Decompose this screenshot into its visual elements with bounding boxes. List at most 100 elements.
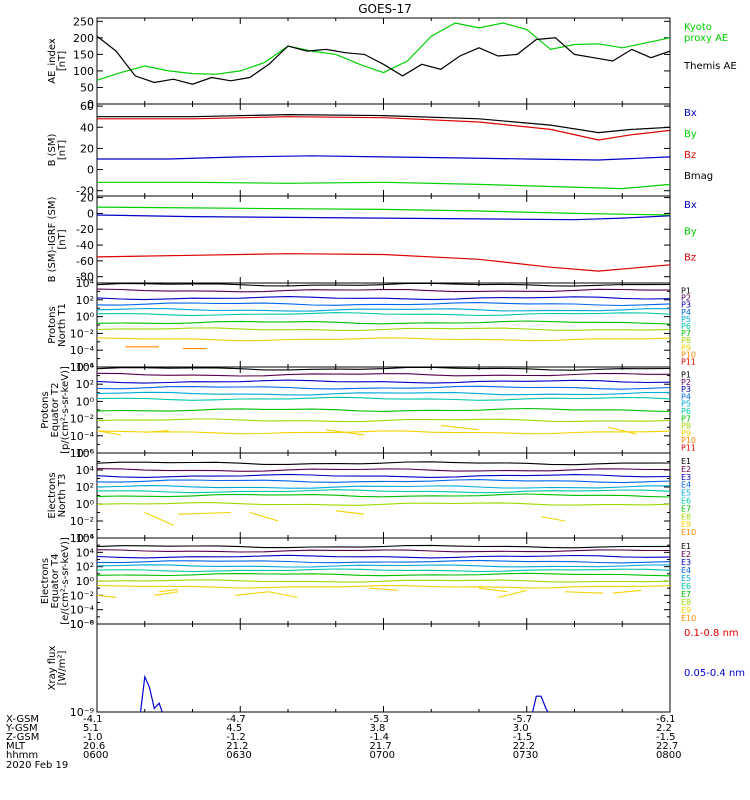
panel-data — [97, 461, 670, 526]
channel-line-e5 — [97, 564, 670, 568]
channel-label-e8: E8 — [681, 512, 691, 521]
panel-data — [97, 113, 670, 190]
channel-label-e5: E5 — [681, 574, 691, 583]
y-tick-label: 0 — [87, 98, 94, 111]
channel-line-e6 — [97, 489, 670, 494]
channel-label-p11: P11 — [681, 443, 696, 452]
ephemeris-value: -4.7 — [226, 714, 246, 725]
ephemeris-value: -4.1 — [83, 714, 103, 725]
channel-line-p1 — [97, 283, 670, 287]
y-tick-label: 20 — [80, 142, 94, 155]
legend-entry: Bx — [684, 108, 697, 119]
y-axis-label: North T3 — [57, 474, 68, 518]
channel-label-e5: E5 — [681, 489, 691, 498]
panel-data — [97, 367, 670, 436]
series-bx — [97, 214, 670, 221]
y-tick-label: 10⁻⁴ — [70, 344, 95, 357]
y-tick-label: 10⁻⁸ — [70, 618, 95, 631]
channel-label-p7: P7 — [681, 414, 691, 423]
channel-label-e3: E3 — [681, 473, 691, 482]
y-tick-label: 10² — [76, 294, 94, 307]
channel-line-e8 — [97, 502, 670, 506]
y-tick-label: -40 — [76, 239, 94, 252]
y-tick-label: 10⁴ — [76, 464, 95, 477]
y-axis-label: [W/m²] — [57, 650, 68, 685]
y-tick-label: 10⁻⁶ — [70, 361, 95, 374]
series-bmag — [97, 113, 670, 134]
ephemeris-row-label: MLT — [6, 741, 26, 752]
channel-line-p4 — [97, 385, 670, 390]
legend-entry: 0.05-0.4 nm — [684, 668, 745, 679]
ephemeris-value: 22.2 — [513, 741, 535, 752]
channel-label-e1: E1 — [681, 542, 691, 551]
legend-entry: Kyoto — [684, 22, 712, 33]
y-tick-label: 10⁶ — [76, 447, 95, 460]
y-tick-label: 10⁶ — [76, 532, 95, 545]
y-axis-label: North T1 — [57, 303, 68, 347]
channel-line-e3 — [97, 473, 670, 478]
legend-entry: Bmag — [684, 171, 713, 182]
series-bz — [97, 253, 670, 272]
y-axis-label: [nT] — [57, 51, 68, 71]
channel-line-p2 — [97, 372, 670, 377]
channel-fragment — [97, 594, 117, 599]
series-bz — [97, 116, 670, 141]
channel-line-p7 — [97, 407, 670, 413]
y-tick-label: 10⁻² — [70, 589, 94, 602]
channel-label-p4: P4 — [681, 308, 691, 317]
y-tick-label: 0 — [87, 207, 94, 220]
channel-line-e6 — [97, 568, 670, 573]
channel-line-p8 — [97, 418, 670, 423]
y-tick-label: -60 — [76, 255, 94, 268]
legend-entry: By — [684, 129, 697, 140]
panel-data — [97, 206, 670, 272]
channel-fragment — [440, 424, 480, 431]
y-tick-label: -20 — [76, 185, 94, 198]
legend-entry: Themis AE — [683, 61, 737, 72]
panel-xray: 10⁻⁹ 10⁻⁸ Xray flux [W/m²] 0.1-0.8 nm 0.05-0.… — [47, 618, 745, 719]
channel-line-p2 — [97, 288, 670, 293]
y-tick-label: 150 — [73, 48, 94, 61]
y-axis-label: AE_index — [47, 38, 58, 84]
panel-frame — [96, 623, 671, 713]
channel-label-p2: P2 — [681, 378, 691, 387]
channel-fragment — [540, 516, 566, 522]
legend-entry: Bz — [684, 150, 696, 161]
panel-data — [139, 674, 549, 712]
y-tick-label: 10⁴ — [76, 277, 95, 290]
ephemeris-value: -1.5 — [513, 732, 533, 743]
panel-frame — [96, 17, 671, 105]
channel-label-e1: E1 — [681, 457, 691, 466]
y-axis-label: Equator T2 — [50, 383, 61, 438]
channel-line-p8 — [97, 327, 670, 332]
channel-line-p6 — [97, 312, 670, 317]
y-tick-label: 10⁻⁴ — [70, 604, 95, 617]
ephemeris-row-label: hhmm — [6, 750, 38, 761]
channel-label-e10: E10 — [681, 614, 696, 623]
panel-protons-t1: 10⁻⁶ 10⁻⁴ 10⁻² 10⁰ 10² 10⁴ Protons North T1 P1P2… — [47, 277, 696, 374]
channel-label-e9: E9 — [681, 606, 691, 615]
y-tick-label: 200 — [73, 32, 94, 45]
series-themis-ae — [97, 35, 670, 85]
y-tick-label: 10⁴ — [76, 546, 95, 559]
ephemeris-value: 2.2 — [656, 723, 672, 734]
y-axis-label: Protons — [47, 306, 58, 343]
channel-label-e8: E8 — [681, 598, 691, 607]
ephemeris-value: -5.3 — [370, 714, 390, 725]
channel-line-p5 — [97, 391, 670, 396]
channel-line-e5 — [97, 485, 670, 489]
y-tick-label: 10⁻⁴ — [70, 430, 95, 443]
channel-fragment — [97, 430, 121, 436]
panel-protons-t2: 10⁻⁶ 10⁻⁴ 10⁻² 10⁰ 10² 10⁴ Protons Equator T2 [p… — [40, 361, 696, 460]
channel-fragment — [564, 591, 604, 594]
figure-title: GOES-17 — [358, 2, 412, 16]
y-axis-label: Electrons — [47, 472, 58, 518]
channel-line-e1 — [97, 461, 670, 466]
y-axis-label: Xray flux — [47, 646, 58, 691]
channel-line-p3 — [97, 296, 670, 301]
channel-line-e3 — [97, 554, 670, 559]
